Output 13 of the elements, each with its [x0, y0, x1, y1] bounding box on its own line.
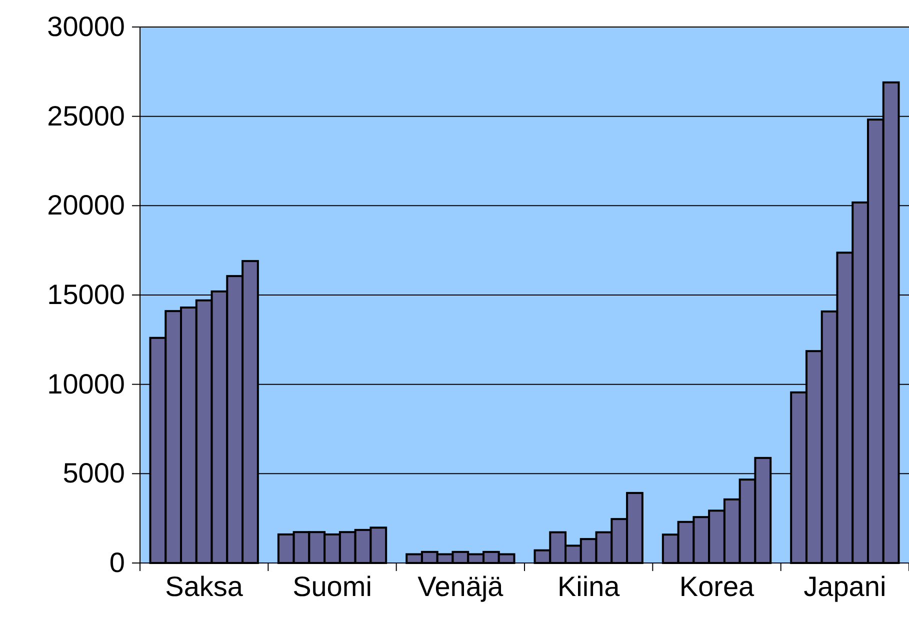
- y-tick-label: 30000: [47, 10, 125, 42]
- y-tick-label: 15000: [47, 278, 125, 310]
- x-tick-label: Korea: [679, 571, 755, 602]
- x-tick-label: Japani: [804, 571, 886, 602]
- x-tick-label: Kiina: [557, 571, 620, 602]
- y-tick-label: 5000: [62, 458, 125, 489]
- x-tick-label: Venäjä: [418, 571, 504, 602]
- y-tick-label: 10000: [47, 368, 125, 400]
- x-tick-label: Suomi: [292, 571, 372, 602]
- y-tick-label: 25000: [47, 100, 125, 132]
- x-tick-label: Saksa: [165, 571, 244, 602]
- y-tick-label: 0: [109, 546, 125, 578]
- y-tick-label: 20000: [47, 190, 125, 221]
